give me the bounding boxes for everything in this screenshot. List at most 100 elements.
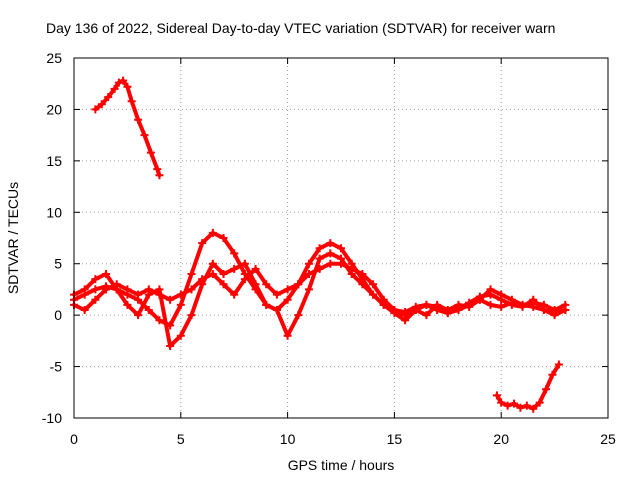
data-point [134,311,143,320]
y-tick-label: 25 [46,50,62,66]
data-point [529,404,538,413]
series-track-c [70,249,570,350]
data-point [144,290,153,299]
data-point [80,306,89,314]
data-point [283,285,292,294]
data-point [187,270,196,278]
y-tick-label: 10 [46,204,62,220]
x-axis-label: GPS time / hours [288,457,395,473]
data-point [337,254,345,263]
data-point [240,259,249,268]
data-point [240,275,249,284]
data-point [155,285,164,294]
data-point [114,78,123,87]
y-tick-label: 0 [54,307,62,323]
data-point [304,270,313,278]
data-point [326,249,335,258]
data-point [134,115,143,124]
x-tick-label: 15 [387,431,403,447]
data-point [123,82,132,91]
data-point [166,342,175,350]
y-tick-label: 5 [54,256,62,272]
series-line [93,78,162,178]
data-point [155,171,164,180]
data-point [112,285,121,294]
data-point [176,331,185,340]
data-point [433,300,442,309]
data-point [422,311,431,320]
data-point [91,275,100,284]
data-point [294,280,303,289]
y-tick-label: -5 [50,359,63,375]
data-point [516,403,525,412]
data-point [369,280,378,289]
data-point [358,280,367,289]
data-point [326,239,335,248]
data-point [443,306,452,314]
data-point [219,234,228,242]
data-point [492,391,501,400]
data-point [283,295,292,304]
data-point [465,302,474,311]
data-point [315,244,324,253]
data-point [315,254,324,263]
data-point [208,259,217,268]
data-point [283,331,292,340]
data-point [542,385,551,394]
data-point [294,311,303,320]
chart-title: Day 136 of 2022, Sidereal Day-to-day VTE… [46,20,555,36]
data-point [134,290,143,299]
data-point [153,165,162,174]
y-tick-label: 20 [46,101,62,117]
data-point [518,300,527,309]
data-point [454,300,463,309]
grid [73,57,609,419]
y-tick-label: 15 [46,153,62,169]
data-point [497,295,506,304]
data-point [379,300,388,309]
data-point [97,100,106,109]
data-point [262,300,271,309]
data-point [304,259,313,268]
data-point [144,306,153,314]
data-point [337,244,345,253]
plot-frame [73,57,609,419]
x-tick-label: 5 [177,431,185,447]
data-point [187,311,196,320]
data-point [550,308,559,317]
data-point [187,285,196,294]
data-point [230,264,239,273]
data-point [554,360,563,369]
data-point [411,306,420,314]
data-point [91,285,100,294]
data-point [304,285,313,294]
x-tick-label: 25 [600,431,616,447]
series-track-e [492,360,563,413]
y-tick-label: -10 [42,410,62,426]
data-point [401,316,410,325]
data-point [486,300,495,309]
data-point [166,295,175,304]
data-point [529,302,538,311]
data-point [529,295,538,304]
data-point [230,249,239,258]
plot-area [70,76,570,413]
data-point [326,259,335,268]
data-point [110,84,119,93]
data-point [91,295,100,304]
data-point [140,131,149,140]
series-track-d [91,76,164,180]
data-point [198,239,207,248]
data-point [155,316,164,325]
data-point [119,76,128,85]
data-point [510,399,519,408]
data-point [176,290,185,299]
data-point [219,280,228,289]
data-point [102,285,111,294]
data-point [503,401,512,410]
data-point [123,300,132,309]
data-point [208,228,217,237]
axes: 0 5 10 15 20 25 -10 -5 0 5 10 15 20 25 [42,50,616,447]
data-point [497,302,506,311]
data-point [102,270,111,278]
